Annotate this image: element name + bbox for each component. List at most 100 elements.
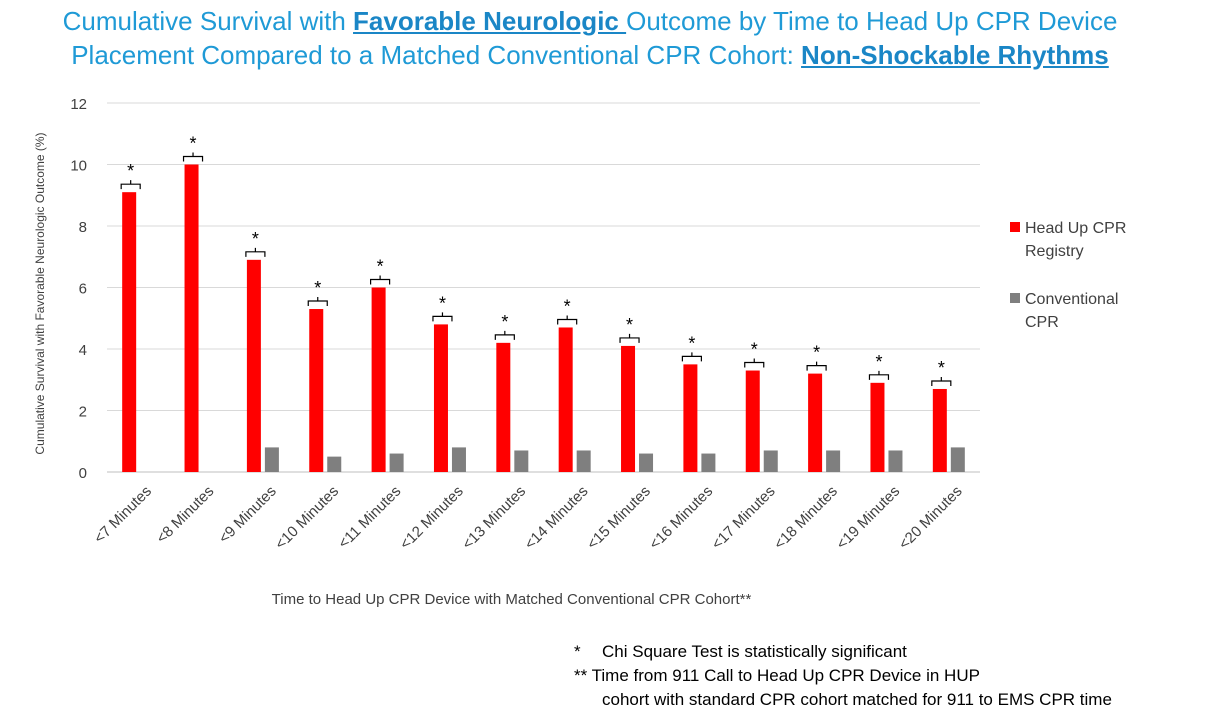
bar-head-up-cpr <box>932 388 947 472</box>
y-tick-label: 10 <box>70 158 87 175</box>
y-tick-label: 2 <box>79 404 87 421</box>
x-tick-label: <19 Minutes <box>833 483 903 553</box>
significance-bracket <box>494 330 515 340</box>
significance-marker: * <box>688 333 695 353</box>
significance-marker: * <box>875 352 882 372</box>
bar-head-up-cpr <box>745 370 760 472</box>
legend-swatch <box>1010 293 1020 303</box>
significance-bracket <box>931 376 952 386</box>
y-tick-label: 4 <box>79 342 87 359</box>
significance-marker: * <box>564 296 571 316</box>
significance-bracket <box>182 152 204 162</box>
significance-marker: * <box>938 358 945 378</box>
x-tick-label: <16 Minutes <box>646 483 716 553</box>
bar-head-up-cpr <box>122 192 137 473</box>
significance-bracket <box>744 358 765 368</box>
bar-conventional-cpr <box>264 447 279 472</box>
bar-conventional-cpr <box>763 450 778 472</box>
significance-marker: * <box>190 134 197 154</box>
legend-label: Registry <box>1025 243 1084 260</box>
bar-conventional-cpr <box>327 456 342 472</box>
footnotes: * Chi Square Test is statistically signif… <box>574 640 1112 712</box>
significance-bracket <box>370 275 391 285</box>
footnote-text: Time from 911 Call to Head Up CPR Device… <box>591 666 980 685</box>
significance-bracket <box>307 297 328 307</box>
bar-head-up-cpr <box>558 327 573 472</box>
x-tick-label: <20 Minutes <box>896 483 966 553</box>
chart-title: Cumulative Survival with Favorable Neuro… <box>0 4 1180 72</box>
title-highlight: Favorable Neurologic <box>353 6 627 36</box>
y-axis-label: Cumulative Survival with Favorable Neuro… <box>33 132 47 454</box>
significance-bracket <box>557 315 578 325</box>
bar-conventional-cpr <box>451 447 466 472</box>
bar-conventional-cpr <box>888 450 903 472</box>
bar-head-up-cpr <box>184 164 199 472</box>
significance-bracket <box>120 180 141 190</box>
bar-conventional-cpr <box>950 447 965 472</box>
footnote-text: cohort with standard CPR cohort matched … <box>602 690 1112 709</box>
significance-bracket <box>619 333 640 343</box>
bar-head-up-cpr <box>433 324 448 472</box>
x-tick-label: <9 Minutes <box>216 483 280 547</box>
significance-marker: * <box>501 312 508 332</box>
significance-bracket <box>432 312 453 322</box>
significance-marker: * <box>751 340 758 360</box>
x-tick-label: <13 Minutes <box>459 483 529 553</box>
bar-head-up-cpr <box>870 382 885 472</box>
x-tick-label: <12 Minutes <box>397 483 467 553</box>
bar-head-up-cpr <box>246 259 261 472</box>
significance-marker: * <box>626 315 633 335</box>
footnote-2: ** Time from 911 Call to Head Up CPR Dev… <box>574 664 1112 688</box>
title-line-1: Cumulative Survival with Favorable Neuro… <box>0 4 1180 38</box>
bar-conventional-cpr <box>826 450 841 472</box>
x-tick-label: <8 Minutes <box>153 483 217 547</box>
bar-head-up-cpr <box>309 309 324 472</box>
bar-conventional-cpr <box>576 450 591 472</box>
significance-marker: * <box>314 278 321 298</box>
legend-label: CPR <box>1025 314 1059 331</box>
bar-conventional-cpr <box>639 453 654 472</box>
bar-head-up-cpr <box>496 342 511 472</box>
title-line-2: Placement Compared to a Matched Conventi… <box>0 38 1180 72</box>
footnote-2-continued: cohort with standard CPR cohort matched … <box>574 688 1112 712</box>
x-tick-label: <7 Minutes <box>91 483 155 547</box>
significance-marker: * <box>127 161 134 181</box>
bar-conventional-cpr <box>701 453 716 472</box>
y-tick-label: 0 <box>79 465 87 482</box>
x-tick-label: <11 Minutes <box>335 483 404 552</box>
legend-label: Head Up CPR <box>1025 220 1126 237</box>
footnote-1: * Chi Square Test is statistically signif… <box>574 640 1112 664</box>
significance-bracket <box>806 361 827 371</box>
significance-bracket <box>681 352 702 362</box>
x-tick-label: <17 Minutes <box>708 483 778 553</box>
bar-head-up-cpr <box>808 373 823 472</box>
footnote-marker: * <box>574 642 581 661</box>
bar-conventional-cpr <box>389 453 404 472</box>
bar-head-up-cpr <box>371 287 386 472</box>
title-text: Placement Compared to a Matched Conventi… <box>71 40 802 70</box>
title-text: Outcome by Time to Head Up CPR Device <box>626 6 1118 36</box>
x-tick-label: <15 Minutes <box>584 483 654 553</box>
legend-label: Conventional <box>1025 291 1118 308</box>
footnote-marker: ** <box>574 666 588 685</box>
legend-swatch <box>1010 222 1020 232</box>
bar-conventional-cpr <box>514 450 529 472</box>
x-tick-label: <10 Minutes <box>272 483 342 553</box>
bar-head-up-cpr <box>683 364 698 472</box>
x-tick-label: <18 Minutes <box>771 483 841 553</box>
significance-bracket <box>868 370 890 380</box>
y-tick-label: 6 <box>79 281 87 298</box>
y-tick-label: 12 <box>70 96 87 113</box>
significance-marker: * <box>377 257 384 277</box>
x-tick-label: <14 Minutes <box>521 483 591 553</box>
bar-head-up-cpr <box>621 345 636 472</box>
significance-marker: * <box>439 293 446 313</box>
significance-marker: * <box>252 229 259 249</box>
footnote-text: Chi Square Test is statistically signifi… <box>602 642 907 661</box>
y-tick-label: 8 <box>79 219 87 236</box>
title-text: Cumulative Survival with <box>62 6 354 36</box>
x-axis-label: Time to Head Up CPR Device with Matched … <box>272 591 752 608</box>
title-highlight: Non-Shockable Rhythms <box>801 40 1109 70</box>
significance-marker: * <box>813 343 820 363</box>
